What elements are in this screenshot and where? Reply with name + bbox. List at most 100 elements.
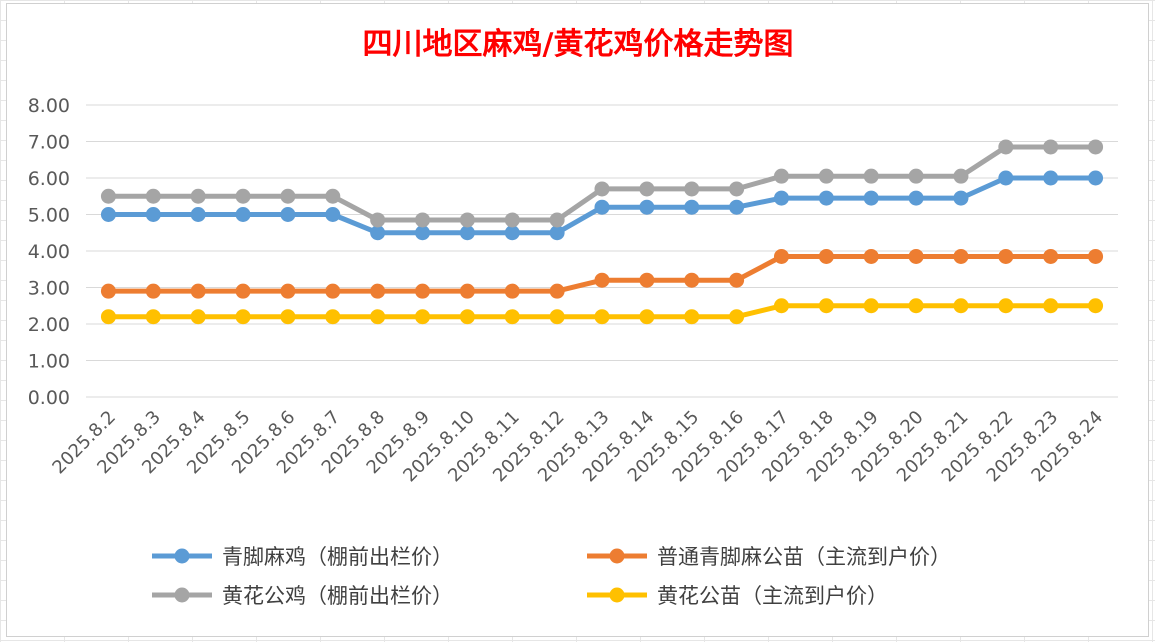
data-point[interactable]	[639, 181, 655, 197]
data-point[interactable]	[729, 272, 745, 288]
data-point[interactable]	[190, 309, 206, 325]
data-point[interactable]	[594, 181, 610, 197]
data-point[interactable]	[235, 283, 251, 299]
data-point[interactable]	[908, 248, 924, 264]
data-point[interactable]	[190, 283, 206, 299]
data-point[interactable]	[729, 181, 745, 197]
data-point[interactable]	[594, 199, 610, 215]
legend-item[interactable]: 黄花公苗（主流到户价）	[587, 584, 888, 608]
data-point[interactable]	[415, 212, 431, 228]
data-point[interactable]	[953, 168, 969, 184]
data-point[interactable]	[100, 309, 116, 325]
data-point[interactable]	[729, 199, 745, 215]
data-point[interactable]	[549, 309, 565, 325]
data-point[interactable]	[863, 298, 879, 314]
data-point[interactable]	[145, 283, 161, 299]
data-point[interactable]	[459, 212, 475, 228]
data-point[interactable]	[549, 212, 565, 228]
data-point[interactable]	[594, 309, 610, 325]
y-tick-label: 4.00	[28, 241, 70, 263]
data-point[interactable]	[998, 139, 1014, 155]
data-point[interactable]	[504, 309, 520, 325]
data-point[interactable]	[1088, 139, 1104, 155]
data-point[interactable]	[100, 283, 116, 299]
data-point[interactable]	[773, 248, 789, 264]
data-point[interactable]	[235, 207, 251, 222]
data-point[interactable]	[370, 225, 386, 241]
data-point[interactable]	[998, 170, 1014, 186]
data-point[interactable]	[145, 188, 161, 204]
data-point[interactable]	[504, 212, 520, 228]
data-point[interactable]	[1043, 139, 1059, 155]
data-point[interactable]	[998, 248, 1014, 264]
data-point[interactable]	[325, 207, 341, 222]
data-point[interactable]	[280, 188, 296, 204]
data-point[interactable]	[1043, 248, 1059, 264]
data-point[interactable]	[729, 309, 745, 325]
data-point[interactable]	[459, 309, 475, 325]
data-point[interactable]	[370, 309, 386, 325]
data-point[interactable]	[684, 272, 700, 288]
data-point[interactable]	[1043, 170, 1059, 186]
data-point[interactable]	[684, 181, 700, 197]
data-point[interactable]	[459, 225, 475, 241]
data-point[interactable]	[190, 207, 206, 222]
data-point[interactable]	[908, 190, 924, 206]
data-point[interactable]	[818, 190, 834, 206]
data-point[interactable]	[415, 283, 431, 299]
legend-item[interactable]: 普通青脚麻公苗（主流到户价）	[587, 545, 951, 569]
y-tick-label: 2.00	[28, 314, 70, 336]
data-point[interactable]	[773, 190, 789, 206]
data-point[interactable]	[145, 309, 161, 325]
data-point[interactable]	[459, 283, 475, 299]
data-point[interactable]	[773, 168, 789, 184]
legend-item[interactable]: 黄花公鸡（棚前出栏价）	[152, 584, 453, 608]
data-point[interactable]	[549, 283, 565, 299]
data-point[interactable]	[280, 309, 296, 325]
data-point[interactable]	[773, 298, 789, 314]
data-point[interactable]	[998, 298, 1014, 314]
data-point[interactable]	[863, 168, 879, 184]
data-point[interactable]	[549, 225, 565, 241]
legend-label: 黄花公鸡（棚前出栏价）	[222, 584, 453, 608]
data-point[interactable]	[1088, 298, 1104, 314]
data-point[interactable]	[594, 272, 610, 288]
data-point[interactable]	[953, 298, 969, 314]
data-point[interactable]	[415, 309, 431, 325]
data-point[interactable]	[325, 188, 341, 204]
data-point[interactable]	[818, 248, 834, 264]
data-point[interactable]	[818, 298, 834, 314]
data-point[interactable]	[504, 225, 520, 241]
data-point[interactable]	[145, 207, 161, 222]
legend-item[interactable]: 青脚麻鸡（棚前出栏价）	[152, 545, 453, 569]
data-point[interactable]	[1043, 298, 1059, 314]
data-point[interactable]	[863, 248, 879, 264]
data-point[interactable]	[325, 283, 341, 299]
data-point[interactable]	[953, 190, 969, 206]
data-point[interactable]	[100, 188, 116, 204]
legend-label: 普通青脚麻公苗（主流到户价）	[657, 545, 951, 569]
data-point[interactable]	[370, 283, 386, 299]
data-point[interactable]	[863, 190, 879, 206]
data-point[interactable]	[639, 199, 655, 215]
data-point[interactable]	[280, 207, 296, 222]
data-point[interactable]	[818, 168, 834, 184]
data-point[interactable]	[908, 298, 924, 314]
data-point[interactable]	[684, 309, 700, 325]
data-point[interactable]	[908, 168, 924, 184]
data-point[interactable]	[1088, 248, 1104, 264]
data-point[interactable]	[639, 309, 655, 325]
data-point[interactable]	[415, 225, 431, 241]
data-point[interactable]	[370, 212, 386, 228]
data-point[interactable]	[190, 188, 206, 204]
data-point[interactable]	[100, 207, 116, 222]
data-point[interactable]	[504, 283, 520, 299]
data-point[interactable]	[1088, 170, 1104, 186]
data-point[interactable]	[235, 309, 251, 325]
data-point[interactable]	[280, 283, 296, 299]
data-point[interactable]	[953, 248, 969, 264]
data-point[interactable]	[235, 188, 251, 204]
data-point[interactable]	[684, 199, 700, 215]
data-point[interactable]	[639, 272, 655, 288]
data-point[interactable]	[325, 309, 341, 325]
